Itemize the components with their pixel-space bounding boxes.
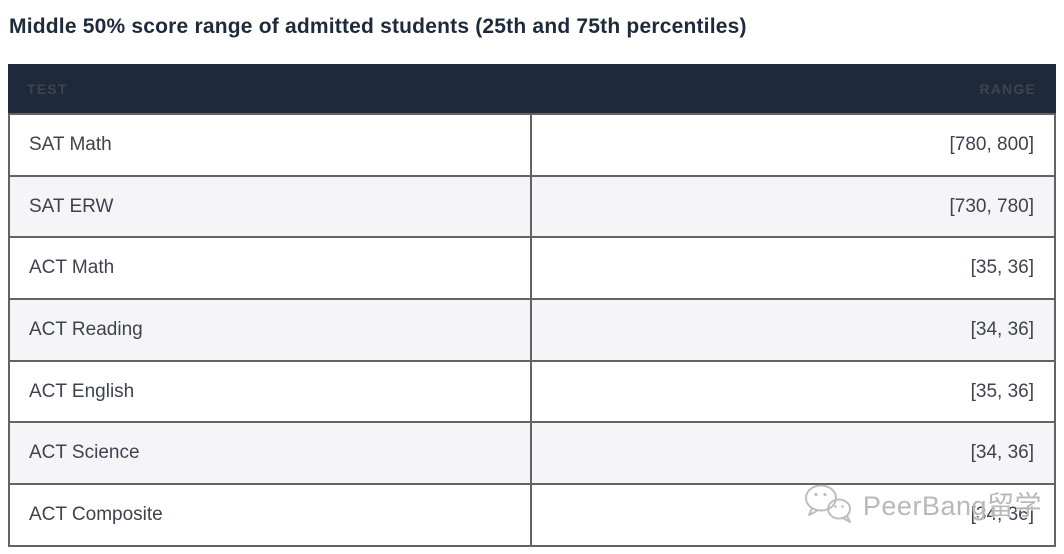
table-row: ACT Reading [34, 36] [10, 298, 1054, 360]
range-cell: [35, 36] [970, 257, 1034, 279]
test-cell: ACT Science [10, 423, 532, 484]
test-cell: SAT ERW [10, 176, 532, 237]
range-cell: [730, 780] [949, 195, 1034, 217]
table-row: ACT Math [35, 36] [10, 236, 1054, 299]
range-cell: [35, 36] [970, 380, 1034, 402]
table-row: ACT Composite [34, 36] [10, 483, 1054, 545]
table-header-row: TEST RANGE [8, 64, 1056, 113]
test-cell: ACT Composite [10, 485, 532, 545]
table-row: SAT ERW [730, 780] [10, 174, 1054, 237]
range-cell: [34, 36] [970, 503, 1034, 525]
test-cell: SAT Math [10, 115, 532, 175]
range-cell: [780, 800] [949, 133, 1034, 155]
test-cell: ACT English [10, 361, 532, 422]
column-header-range: RANGE [979, 80, 1036, 97]
test-cell: ACT Reading [10, 300, 532, 360]
table-row: ACT Science [34, 36] [10, 421, 1054, 484]
table-row: ACT English [35, 36] [10, 359, 1054, 422]
table-row: SAT Math [780, 800] [10, 113, 1054, 175]
range-cell: [34, 36] [970, 442, 1034, 464]
test-cell: ACT Math [10, 238, 532, 299]
column-header-test: TEST [27, 80, 68, 97]
page-title: Middle 50% score range of admitted stude… [9, 15, 747, 38]
score-range-table: TEST RANGE SAT Math [780, 800] SAT ERW [… [8, 64, 1056, 547]
range-cell: [34, 36] [970, 318, 1034, 340]
